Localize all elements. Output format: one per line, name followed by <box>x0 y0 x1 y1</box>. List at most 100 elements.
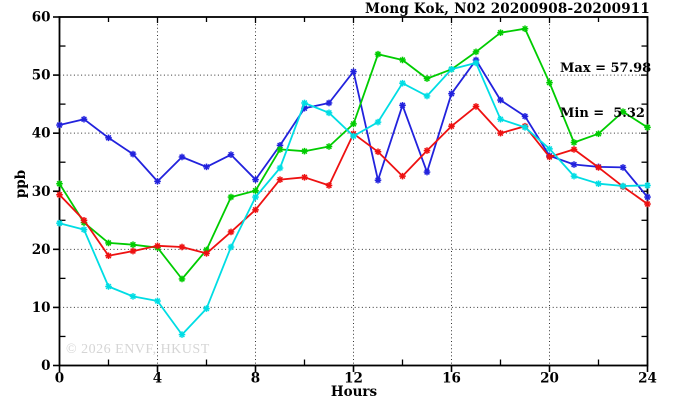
data-point-marker <box>399 80 406 87</box>
data-point-marker <box>571 161 577 168</box>
data-point-marker <box>497 97 504 103</box>
data-point-marker <box>644 124 651 131</box>
data-point-marker <box>179 276 185 282</box>
y-axis-label: ppb <box>13 169 29 199</box>
data-point-marker <box>546 154 553 160</box>
data-point-marker <box>326 143 332 150</box>
y-tick-label: 30 <box>32 184 51 200</box>
data-point-marker <box>56 122 63 128</box>
data-point-marker <box>326 109 332 116</box>
data-point-marker <box>399 173 406 180</box>
data-point-marker <box>203 305 210 312</box>
data-point-marker <box>399 102 406 109</box>
data-point-marker <box>497 116 504 123</box>
data-point-marker <box>105 240 112 246</box>
data-point-marker <box>105 134 112 141</box>
data-point-marker <box>375 51 381 58</box>
data-point-marker <box>375 177 381 184</box>
data-point-marker <box>522 124 528 131</box>
data-point-marker <box>228 229 234 235</box>
data-point-marker <box>252 194 259 200</box>
y-tick-label: 0 <box>41 358 50 374</box>
y-tick-label: 20 <box>32 242 51 258</box>
data-point-marker <box>497 29 504 36</box>
data-point-marker <box>154 178 161 185</box>
data-point-marker <box>448 123 455 130</box>
data-point-marker <box>203 250 210 257</box>
data-point-marker <box>399 57 406 63</box>
chart-title: Mong Kok, N02 20200908-20200911 <box>364 1 650 17</box>
data-point-marker <box>375 148 381 155</box>
data-point-marker <box>130 241 136 248</box>
data-point-marker <box>326 100 332 106</box>
data-point-marker <box>595 164 602 171</box>
data-point-marker <box>179 244 185 250</box>
x-tick-label: 8 <box>251 371 260 387</box>
data-point-marker <box>644 182 651 189</box>
data-point-marker <box>350 68 357 75</box>
data-point-marker <box>277 165 283 171</box>
data-point-marker <box>228 194 234 200</box>
data-point-marker <box>522 25 528 32</box>
max-min-annotation: Max = 57.98 Min = 5.32 <box>560 31 651 136</box>
data-point-marker <box>105 252 112 259</box>
data-point-marker <box>620 164 626 171</box>
data-point-marker <box>277 176 283 183</box>
data-point-marker <box>595 130 602 137</box>
data-point-marker <box>228 244 234 250</box>
x-tick-label: 24 <box>638 371 657 387</box>
data-point-marker <box>301 174 308 181</box>
data-point-marker <box>620 183 626 189</box>
data-point-marker <box>424 75 430 82</box>
data-point-marker <box>81 116 87 123</box>
y-tick-label: 50 <box>32 68 51 84</box>
data-point-marker <box>473 48 479 55</box>
data-point-marker <box>546 79 553 86</box>
data-point-marker <box>252 187 259 194</box>
x-tick-label: 16 <box>442 371 461 387</box>
data-point-marker <box>56 180 63 187</box>
data-point-marker <box>522 113 528 120</box>
data-point-marker <box>105 283 112 290</box>
data-point-marker <box>228 151 234 158</box>
data-point-marker <box>571 139 577 146</box>
data-point-marker <box>448 66 455 73</box>
x-tick-label: 4 <box>153 371 162 387</box>
watermark-text: © 2026 ENVF, HKUST <box>66 342 210 357</box>
data-point-marker <box>56 191 63 198</box>
x-axis-label: Hours <box>330 384 378 400</box>
data-point-marker <box>56 220 63 227</box>
data-point-marker <box>301 105 308 112</box>
y-tick-label: 40 <box>32 126 51 142</box>
data-point-marker <box>179 331 185 338</box>
data-point-marker <box>81 217 87 224</box>
data-point-marker <box>301 100 308 106</box>
x-tick-label: 20 <box>540 371 559 387</box>
data-point-marker <box>473 59 479 66</box>
data-point-marker <box>595 180 602 187</box>
data-point-marker <box>350 120 357 127</box>
max-value-label: Max = 57.98 <box>560 61 652 76</box>
plot-frame <box>58 16 649 367</box>
data-point-marker <box>644 201 651 207</box>
data-point-marker <box>375 119 381 126</box>
data-point-marker <box>301 148 308 155</box>
data-point-marker <box>130 293 136 300</box>
data-point-marker <box>473 103 479 110</box>
data-point-marker <box>571 146 577 153</box>
data-point-marker <box>424 147 430 154</box>
data-point-marker <box>350 133 357 139</box>
data-point-marker <box>620 108 626 115</box>
data-point-marker <box>130 248 136 254</box>
y-tick-label: 10 <box>32 300 51 316</box>
data-point-marker <box>644 194 651 200</box>
data-point-marker <box>252 206 259 213</box>
data-point-marker <box>497 130 504 137</box>
x-tick-label: 12 <box>344 371 363 387</box>
data-point-marker <box>81 226 87 233</box>
data-point-marker <box>326 182 332 189</box>
data-point-marker <box>203 163 210 170</box>
series-markers-cyan <box>56 59 651 338</box>
data-point-marker <box>252 176 259 183</box>
